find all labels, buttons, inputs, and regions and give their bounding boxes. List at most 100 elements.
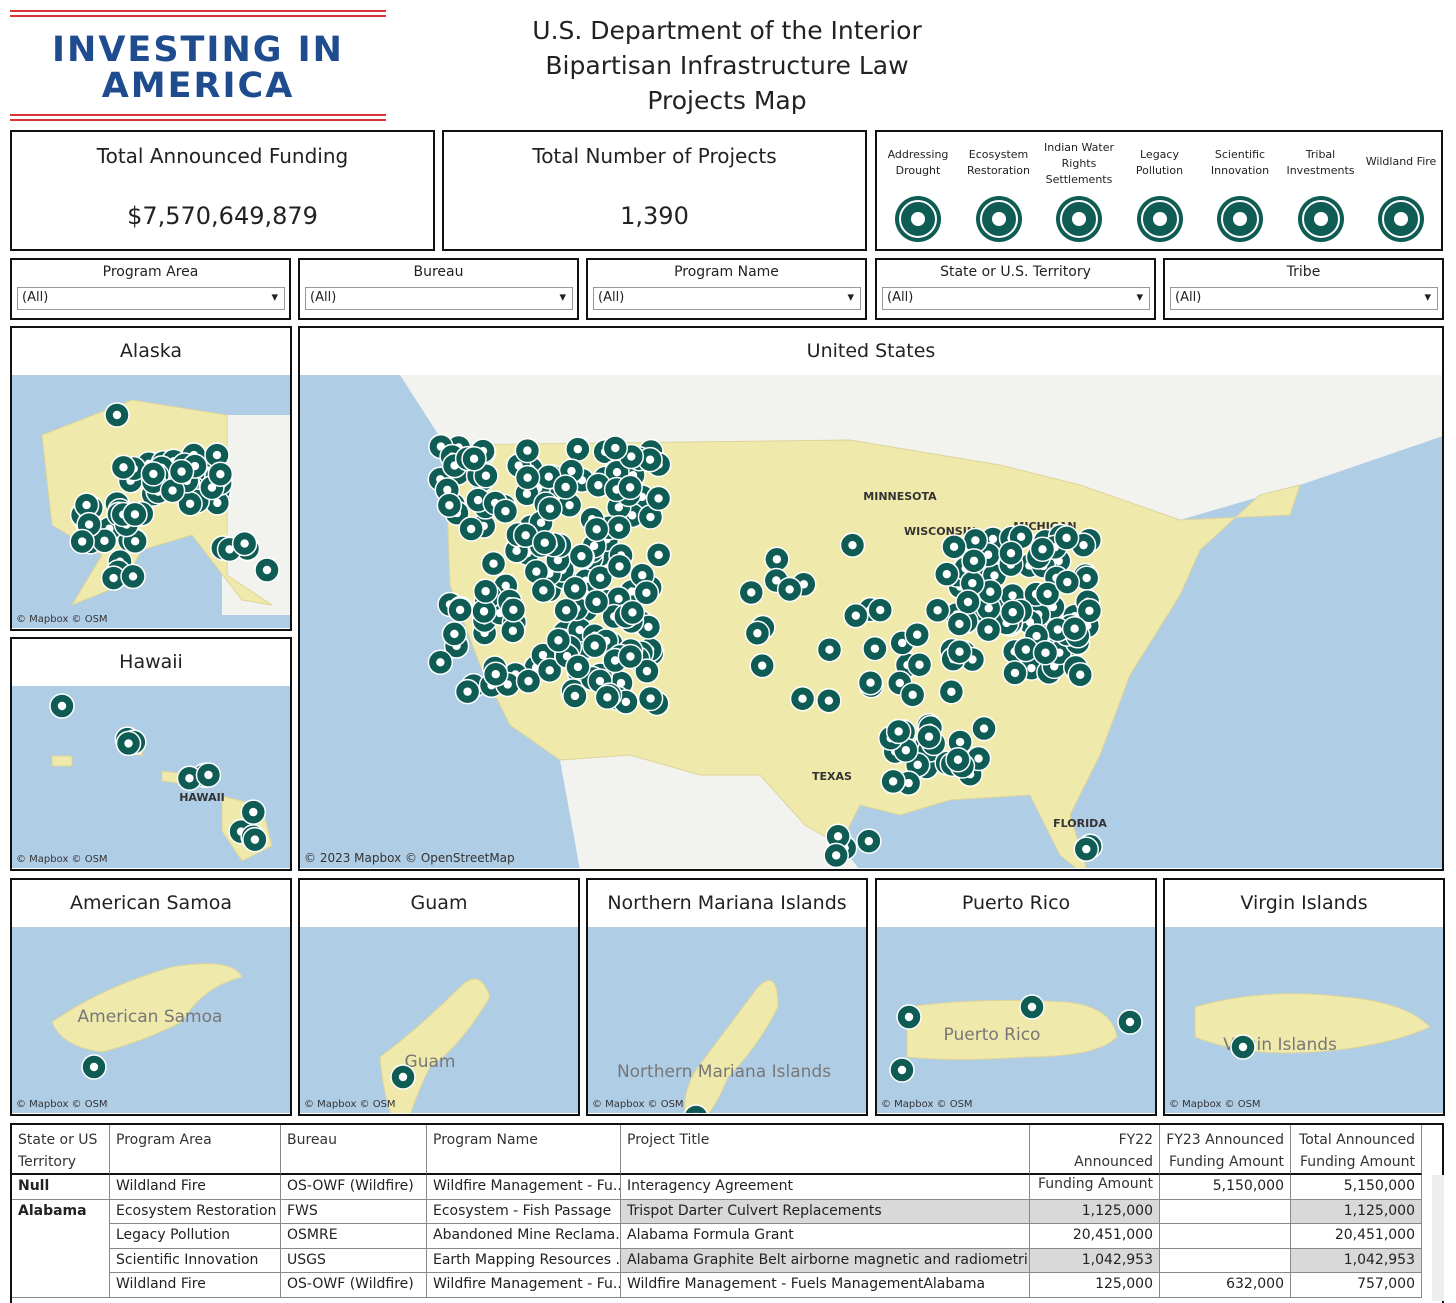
marker-glyph <box>58 702 66 710</box>
legend-icon[interactable] <box>1376 194 1426 244</box>
table-cell: Interagency Agreement <box>621 1175 1030 1200</box>
map-attribution: © Mapbox © OSM <box>881 1099 973 1110</box>
map-title: Virgin Islands <box>1165 892 1443 914</box>
marker-glyph <box>124 739 132 747</box>
map[interactable]: © Mapbox © OSM <box>12 375 290 628</box>
map[interactable]: Guam© Mapbox © OSM <box>300 927 578 1113</box>
filter: Bureau(All)▾ <box>298 258 579 320</box>
map-label: American Samoa <box>78 1007 223 1027</box>
marker-glyph <box>905 1013 913 1021</box>
filter-dropdown[interactable]: (All)▾ <box>17 287 285 310</box>
marker-glyph <box>974 754 982 762</box>
filter-dropdown[interactable]: (All)▾ <box>593 287 861 310</box>
table-cell: OSMRE <box>281 1224 427 1249</box>
marker-glyph <box>950 543 958 551</box>
marker-glyph <box>913 630 921 638</box>
marker-glyph <box>470 455 478 463</box>
marker-glyph <box>954 756 962 764</box>
marker-glyph <box>643 667 651 675</box>
table-cell: 5,150,000 <box>1291 1175 1422 1200</box>
marker-glyph <box>541 539 549 547</box>
logo-stripe <box>10 114 386 116</box>
table-cell <box>1160 1224 1291 1249</box>
table-cell: 757,000 <box>1291 1273 1422 1298</box>
map-title: United States <box>300 340 1442 362</box>
marker-glyph <box>131 537 139 545</box>
marker-glyph <box>902 746 910 754</box>
map[interactable]: Virgin Islands© Mapbox © OSM <box>1165 927 1443 1113</box>
legend-icon[interactable] <box>1135 194 1185 244</box>
legend-icon[interactable] <box>1296 194 1346 244</box>
map-title: Puerto Rico <box>877 892 1155 914</box>
map[interactable]: Puerto Rico© Mapbox © OSM <box>877 927 1155 1113</box>
marker-glyph <box>1022 645 1030 653</box>
map[interactable]: HAWAII© Mapbox © OSM <box>12 686 290 868</box>
map-attribution: © Mapbox © OSM <box>1169 1099 1261 1110</box>
marker-glyph <box>628 608 636 616</box>
dropdown-arrow[interactable]: ▾ <box>1136 290 1143 305</box>
marker-glyph <box>642 589 650 597</box>
marker-glyph <box>1008 608 1016 616</box>
marker-glyph <box>1038 545 1046 553</box>
marker-glyph <box>1079 541 1087 549</box>
marker-glyph <box>512 547 520 555</box>
icon-glyph <box>1072 212 1086 226</box>
legend-label: Indian Water Rights Settlements <box>1039 140 1119 188</box>
marker-glyph <box>896 679 904 687</box>
legend-icon[interactable] <box>1215 194 1265 244</box>
marker-glyph <box>898 639 906 647</box>
marker-glyph <box>571 584 579 592</box>
marker-glyph <box>577 552 585 560</box>
legend-icon[interactable] <box>1054 194 1104 244</box>
marker-glyph <box>1011 669 1019 677</box>
marker-glyph <box>615 562 623 570</box>
table-cell: 20,451,000 <box>1291 1224 1422 1249</box>
marker-glyph <box>186 500 194 508</box>
map-label: TEXAS <box>812 770 852 783</box>
marker-glyph <box>1085 607 1093 615</box>
marker-glyph <box>129 572 137 580</box>
marker-glyph <box>758 661 766 669</box>
marker-glyph <box>539 651 547 659</box>
map[interactable]: MINNESOTAWISCONSINMICHIGANTEXASFLORIDAMe… <box>300 375 1442 868</box>
marker-glyph <box>445 501 453 509</box>
map-label: MINNESOTA <box>863 490 937 503</box>
table-cell: 20,451,000 <box>1030 1224 1160 1249</box>
filter-dropdown[interactable]: (All)▾ <box>305 287 573 310</box>
marker-glyph <box>984 625 992 633</box>
legend-icon[interactable] <box>974 194 1024 244</box>
dropdown-arrow[interactable]: ▾ <box>1424 290 1431 305</box>
map-panel: Puerto Rico Puerto Rico© Mapbox © OSM <box>875 878 1157 1116</box>
legend-icon[interactable] <box>893 194 943 244</box>
map[interactable]: Northern Mariana Islands© Mapbox © OSM <box>588 927 866 1113</box>
marker-glyph <box>898 1066 906 1074</box>
marker-glyph <box>574 445 582 453</box>
marker-glyph <box>523 490 531 498</box>
marker-glyph <box>204 771 212 779</box>
marker-glyph <box>943 570 951 578</box>
marker-glyph <box>933 606 941 614</box>
marker-glyph <box>251 835 259 843</box>
table-cell: 1,125,000 <box>1030 1200 1160 1225</box>
marker-glyph <box>78 537 86 545</box>
dropdown-arrow[interactable]: ▾ <box>271 290 278 305</box>
marker-glyph <box>989 535 997 543</box>
filter-dropdown[interactable]: (All)▾ <box>1170 287 1438 310</box>
marker-glyph <box>626 652 634 660</box>
map-attribution: © Mapbox © OSM <box>16 854 108 865</box>
marker-glyph <box>545 472 553 480</box>
marker-glyph <box>644 623 652 631</box>
dropdown-arrow[interactable]: ▾ <box>847 290 854 305</box>
map[interactable]: American Samoa© Mapbox © OSM <box>12 927 290 1113</box>
dropdown-arrow[interactable]: ▾ <box>559 290 566 305</box>
table-cell: Wildfire Management - Fuels ManagementAl… <box>621 1273 1030 1298</box>
filter-label: Program Name <box>588 264 865 280</box>
table-cell: 5,150,000 <box>1160 1175 1291 1200</box>
marker-glyph <box>1007 549 1015 557</box>
marker-glyph <box>654 551 662 559</box>
filter-dropdown[interactable]: (All)▾ <box>882 287 1150 310</box>
marker-glyph <box>747 588 755 596</box>
